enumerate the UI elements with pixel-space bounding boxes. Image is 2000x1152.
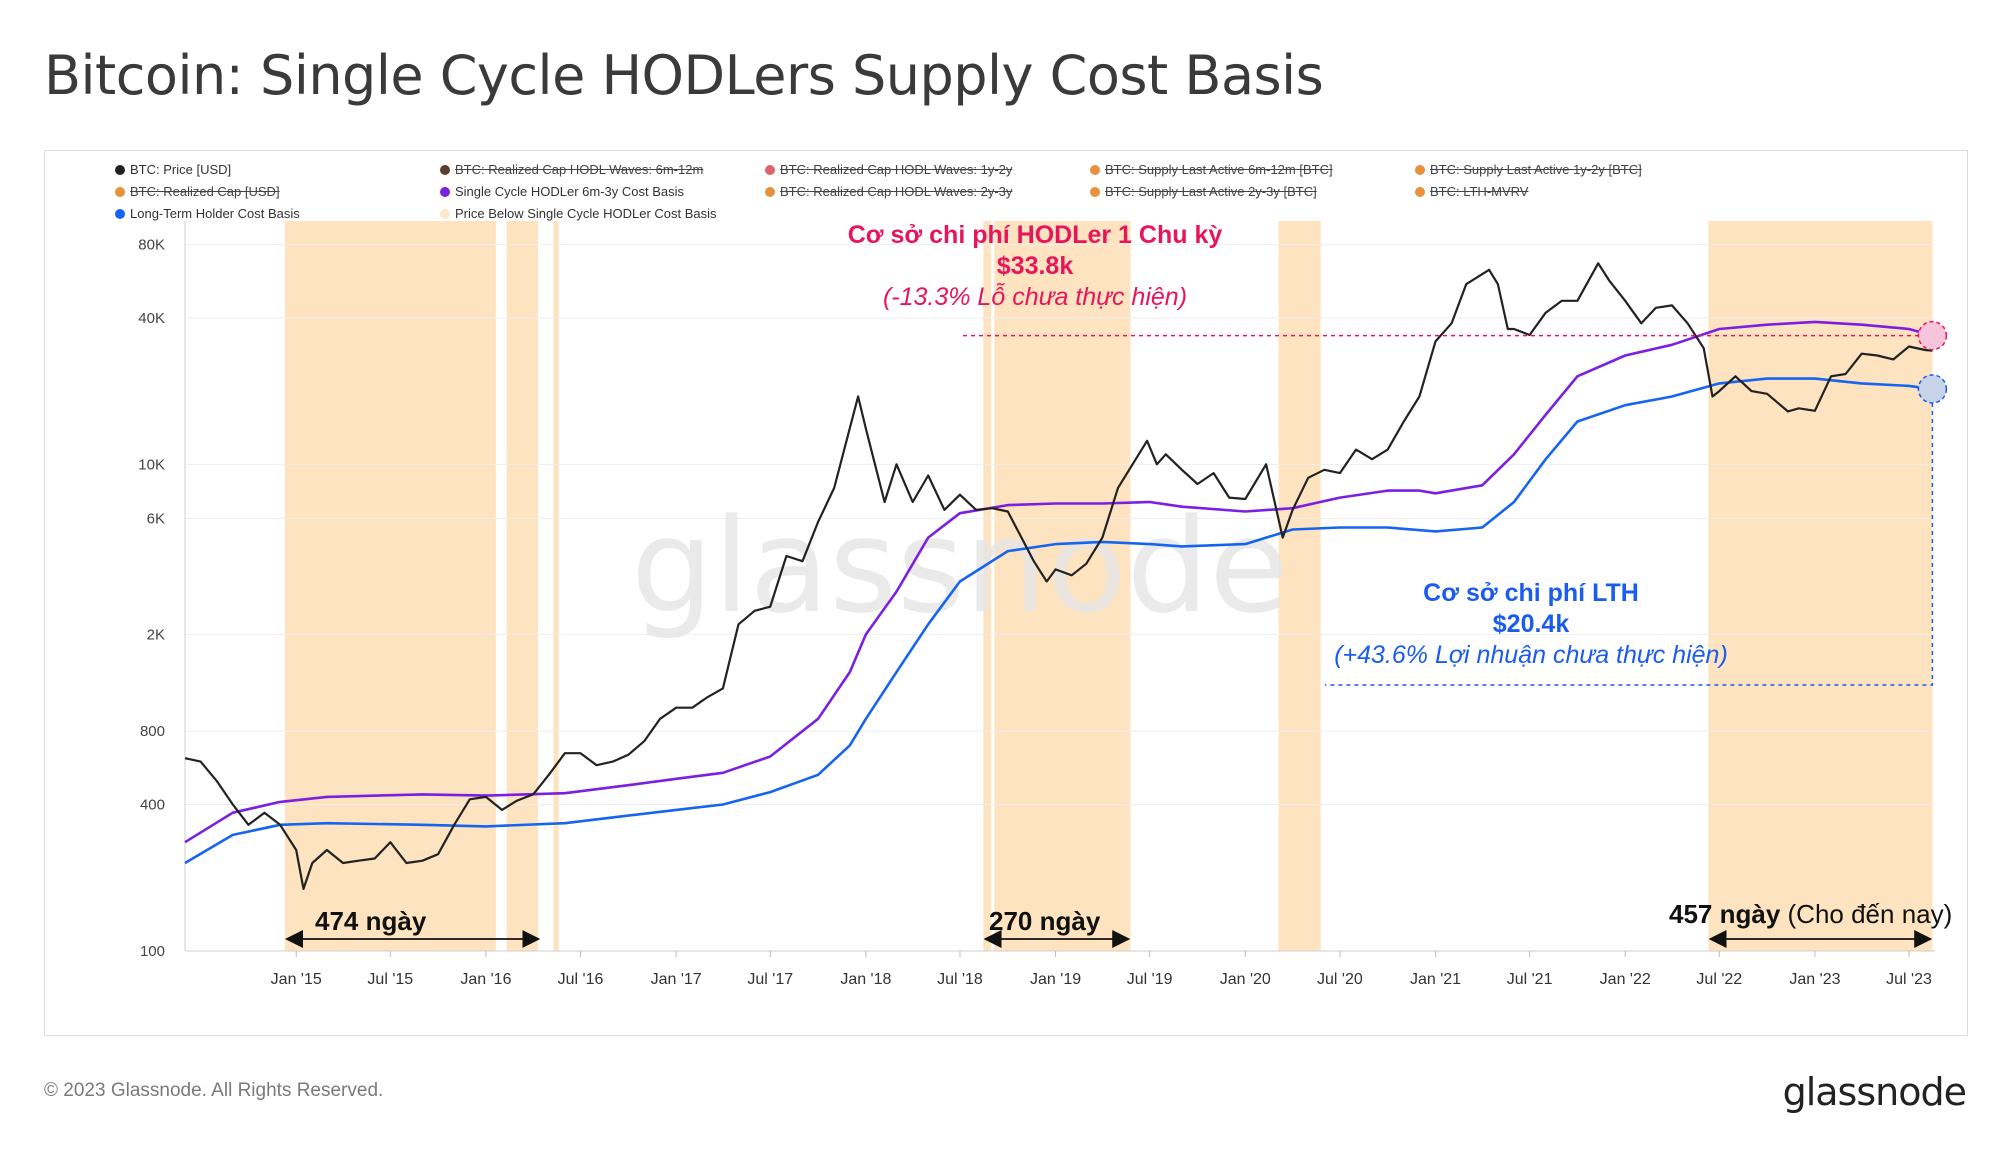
shaded-period-5 <box>1278 221 1321 951</box>
y-tick-label: 80K <box>138 237 165 254</box>
x-tick-label: Jul '22 <box>1696 971 1742 988</box>
span-label-3-note: (Cho đến nay) <box>1780 899 1953 929</box>
legend-label: BTC: Realized Cap [USD] <box>130 184 280 199</box>
hodler-annotation-note: (-13.3% Lỗ chưa thực hiện) <box>882 283 1188 311</box>
y-tick-label: 400 <box>140 796 165 813</box>
shaded-period-1 <box>506 221 538 951</box>
legend-swatch <box>115 164 125 175</box>
x-tick-label: Jul '18 <box>937 971 983 988</box>
x-tick-label: Jul '20 <box>1317 971 1363 988</box>
x-tick-label: Jul '19 <box>1127 971 1173 988</box>
watermark: glassnode <box>631 490 1289 642</box>
hodler-marker-circle <box>1917 320 1948 351</box>
x-tick-label: Jan '23 <box>1789 971 1840 988</box>
y-tick-label: 800 <box>140 723 165 740</box>
x-tick-label: Jan '21 <box>1410 971 1461 988</box>
legend-label: BTC: LTH-MVRV <box>1430 184 1529 199</box>
legend-label: Single Cycle HODLer 6m-3y Cost Basis <box>455 184 685 199</box>
legend-item[interactable]: BTC: Realized Cap HODL Waves: 6m-12m <box>440 162 703 177</box>
legend-item[interactable]: Price Below Single Cycle HODLer Cost Bas… <box>440 206 717 221</box>
legend-item[interactable]: Single Cycle HODLer 6m-3y Cost Basis <box>440 184 684 199</box>
legend-swatch <box>115 186 125 197</box>
legend-label: BTC: Supply Last Active 2y-3y [BTC] <box>1105 184 1317 199</box>
span-label-1: 474 ngày <box>315 906 427 936</box>
x-tick-label: Jul '15 <box>367 971 413 988</box>
legend-swatch <box>115 208 125 219</box>
span-label-3-days: 457 ngày <box>1669 899 1781 929</box>
legend-item[interactable]: BTC: Supply Last Active 1y-2y [BTC] <box>1415 162 1642 177</box>
copyright-text: © 2023 Glassnode. All Rights Reserved. <box>44 1080 384 1101</box>
legend-swatch <box>1415 186 1425 197</box>
lth-annotation-note: (+43.6% Lợi nhuận chưa thực hiện) <box>1334 641 1728 669</box>
legend-swatch <box>440 208 450 219</box>
legend-label: BTC: Realized Cap HODL Waves: 1y-2y <box>780 162 1013 177</box>
legend-swatch <box>1415 164 1425 175</box>
span-label-2: 270 ngày <box>989 906 1101 936</box>
y-tick-label: 40K <box>138 310 165 327</box>
legend-swatch <box>765 164 775 175</box>
chart-svg: 100 400 800 2K 6K 10K 40K 80K Jan '15 Jul '15 Jan … <box>138 221 1948 988</box>
hodler-annotation: Cơ sở chi phí HODLer 1 Chu kỳ $33.8k (-1… <box>775 221 1295 312</box>
lth-reference-line <box>1325 402 1934 686</box>
x-tick-label: Jul '23 <box>1886 971 1932 988</box>
glassnode-logo: glassnode <box>1782 1070 1967 1114</box>
legend-item[interactable]: BTC: Price [USD] <box>115 162 231 177</box>
shaded-period-6 <box>1708 221 1933 951</box>
x-tick-label: Jan '16 <box>460 971 511 988</box>
x-tick-label: Jul '17 <box>747 971 793 988</box>
shaded-period-0 <box>284 221 496 951</box>
y-tick-label: 10K <box>138 456 165 473</box>
x-tick-label: Jan '20 <box>1220 971 1271 988</box>
x-tick-label: Jan '22 <box>1600 971 1651 988</box>
series-line-hodler-cost-basis <box>184 320 1933 844</box>
legend-label: BTC: Realized Cap HODL Waves: 6m-12m <box>455 162 704 177</box>
legend-label: BTC: Price [USD] <box>130 162 232 177</box>
y-tick-label: 2K <box>147 626 165 643</box>
lth-marker-circle <box>1917 374 1948 404</box>
legend-item[interactable]: BTC: Realized Cap HODL Waves: 1y-2y <box>765 162 1012 177</box>
legend-item[interactable]: BTC: Realized Cap HODL Waves: 2y-3y <box>765 184 1012 199</box>
legend-swatch <box>1090 164 1100 175</box>
legend-label: BTC: Supply Last Active 6m-12m [BTC] <box>1105 162 1333 177</box>
y-tick-label: 100 <box>140 943 165 960</box>
hodler-annotation-value: $33.8k <box>996 252 1074 280</box>
shaded-period-2 <box>553 221 559 951</box>
lth-annotation-title: Cơ sở chi phí LTH <box>1423 579 1639 607</box>
x-tick-label: Jul '21 <box>1507 971 1553 988</box>
chart-legend: BTC: Price [USD] BTC: Realized Cap HODL W… <box>45 151 1967 231</box>
x-tick-label: Jan '18 <box>840 971 891 988</box>
legend-item[interactable]: BTC: Supply Last Active 6m-12m [BTC] <box>1090 162 1333 177</box>
hodler-annotation-title: Cơ sở chi phí HODLer 1 Chu kỳ <box>847 221 1223 249</box>
chart-frame: 100 400 800 2K 6K 10K 40K 80K Jan '15 Jul '15 Jan … <box>44 150 1968 1036</box>
legend-swatch <box>1090 186 1100 197</box>
x-tick-label: Jan '15 <box>271 971 322 988</box>
lth-annotation: Cơ sở chi phí LTH $20.4k (+43.6% Lợi nhu… <box>1271 579 1791 670</box>
shaded-period-4 <box>994 221 1131 951</box>
x-tick-label: Jan '19 <box>1030 971 1081 988</box>
legend-label: BTC: Supply Last Active 1y-2y [BTC] <box>1430 162 1642 177</box>
legend-item[interactable]: BTC: LTH-MVRV <box>1415 184 1528 199</box>
legend-item[interactable]: Long-Term Holder Cost Basis <box>115 206 300 221</box>
legend-item[interactable]: BTC: Realized Cap [USD] <box>115 184 280 199</box>
shaded-period-3 <box>983 221 992 951</box>
y-tick-label: 6K <box>147 510 165 527</box>
page-title: Bitcoin: Single Cycle HODLers Supply Cos… <box>44 44 1324 107</box>
x-tick-label: Jul '16 <box>558 971 604 988</box>
legend-swatch <box>440 186 450 197</box>
span-label-3: 457 ngày (Cho đến nay) <box>1669 899 1952 930</box>
legend-label: Long-Term Holder Cost Basis <box>130 206 300 221</box>
lth-annotation-value: $20.4k <box>1492 610 1570 638</box>
legend-item[interactable]: BTC: Supply Last Active 2y-3y [BTC] <box>1090 184 1317 199</box>
legend-label: Price Below Single Cycle HODLer Cost Bas… <box>455 206 717 221</box>
x-tick-label: Jan '17 <box>651 971 702 988</box>
series-line-lth-cost-basis <box>184 377 1933 865</box>
series-line-price <box>184 262 1933 891</box>
legend-swatch <box>440 164 450 175</box>
legend-label: BTC: Realized Cap HODL Waves: 2y-3y <box>780 184 1013 199</box>
legend-swatch <box>765 186 775 197</box>
